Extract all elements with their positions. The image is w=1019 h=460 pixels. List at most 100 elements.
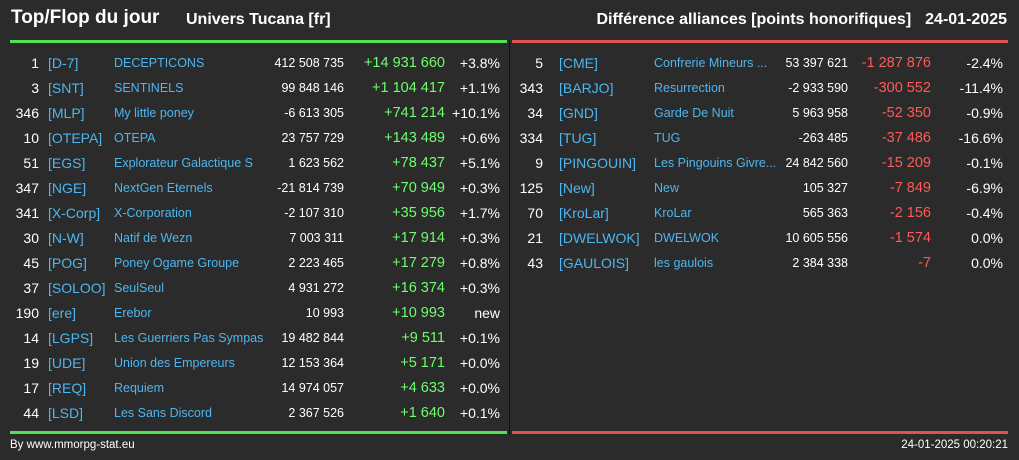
- alliance-name-link[interactable]: Natif de Wezn: [114, 231, 193, 245]
- alliance-name-link[interactable]: DECEPTICONS: [114, 56, 205, 70]
- alliance-row: 37 [SOLOO] SeulSeul 4 931 272 +16 374 +0.3%: [10, 276, 507, 301]
- alliance-name-link[interactable]: Explorateur Galactique S: [114, 156, 253, 170]
- universe-label: Univers Tucana [fr]: [186, 11, 331, 28]
- alliance-percent-change: +5.1%: [459, 155, 500, 171]
- header: Top/Flop du jour Univers Tucana [fr] Dif…: [0, 0, 1019, 40]
- site-credit-link[interactable]: By www.mmorpg-stat.eu: [10, 439, 135, 451]
- alliance-points-diff: +17 279: [392, 255, 445, 271]
- alliance-tag-link[interactable]: [BARJO]: [559, 80, 614, 96]
- alliance-name-link[interactable]: My little poney: [114, 106, 194, 120]
- alliance-percent-change: -0.1%: [966, 155, 1003, 171]
- alliance-name-link[interactable]: Les Pingouins Givre...: [654, 156, 777, 170]
- alliance-tag-link[interactable]: [New]: [559, 180, 595, 196]
- alliance-tag-link[interactable]: [REQ]: [48, 380, 87, 396]
- alliance-name-link[interactable]: Les Guerriers Pas Sympas: [114, 331, 264, 345]
- alliance-row: 19 [UDE] Union des Empereurs 12 153 364 +5 1…: [10, 351, 507, 376]
- alliance-points-diff: +78 437: [392, 155, 445, 171]
- alliance-row: 51 [EGS] Explorateur Galactique S 1 623 562…: [10, 151, 507, 176]
- alliance-tag-link[interactable]: [D-7]: [48, 55, 79, 71]
- alliance-row: 70 [KroLar] KroLar 565 363 -2 156 -0.4%: [512, 201, 1008, 226]
- alliance-rank: 51: [23, 155, 39, 171]
- alliance-row: 1 [D-7] DECEPTICONS 412 508 735 +14 931 660 +…: [10, 51, 507, 76]
- alliance-points-diff: +70 949: [392, 180, 445, 196]
- alliance-tag-link[interactable]: [SNT]: [48, 80, 84, 96]
- alliance-points: -2 107 310: [284, 206, 344, 220]
- alliance-tag-link[interactable]: [NGE]: [48, 180, 87, 196]
- alliance-rank: 346: [15, 105, 39, 121]
- alliance-tag-link[interactable]: [N-W]: [48, 230, 84, 246]
- alliance-tag-link[interactable]: [OTEPA]: [48, 130, 103, 146]
- alliance-percent-change: -0.4%: [966, 205, 1003, 221]
- alliance-name-link[interactable]: Erebor: [114, 306, 152, 320]
- alliance-name-link[interactable]: SENTINELS: [114, 81, 184, 95]
- alliance-name-link[interactable]: KroLar: [654, 206, 692, 220]
- alliance-tag-link[interactable]: [GND]: [559, 105, 598, 121]
- alliance-points: 19 482 844: [281, 331, 344, 345]
- alliance-name-link[interactable]: Garde De Nuit: [654, 106, 734, 120]
- alliance-name-link[interactable]: Poney Ogame Groupe: [114, 256, 240, 270]
- alliance-rank: 1: [31, 55, 39, 71]
- alliance-tag-link[interactable]: [LGPS]: [48, 330, 94, 346]
- alliance-tag-link[interactable]: [GAULOIS]: [559, 255, 630, 271]
- alliance-row: 347 [NGE] NextGen Eternels -21 814 739 +70 9…: [10, 176, 507, 201]
- alliance-points-diff: +10 993: [392, 305, 445, 321]
- alliance-row: 21 [DWELWOK] DWELWOK 10 605 556 -1 574 0.0%: [512, 226, 1008, 251]
- alliance-name-link[interactable]: DWELWOK: [654, 231, 720, 245]
- alliance-points-diff: +741 214: [384, 105, 445, 121]
- alliance-rank: 14: [23, 330, 39, 346]
- report-date: 24-01-2025: [925, 11, 1007, 28]
- alliance-points-diff: +17 914: [392, 230, 445, 246]
- alliance-name-link[interactable]: X-Corporation: [114, 206, 192, 220]
- alliance-tag-link[interactable]: [LSD]: [48, 405, 84, 421]
- alliance-row: 346 [MLP] My little poney -6 613 305 +741 21…: [10, 101, 507, 126]
- alliance-name-link[interactable]: New: [654, 181, 680, 195]
- alliance-points-diff: -1 574: [889, 230, 931, 246]
- alliance-points: -2 933 590: [788, 81, 848, 95]
- top-panel: 1 [D-7] DECEPTICONS 412 508 735 +14 931 660 +…: [10, 40, 507, 434]
- alliance-name-link[interactable]: Requiem: [114, 381, 165, 395]
- alliance-points-diff: +9 511: [401, 330, 445, 346]
- alliance-tag-link[interactable]: [POG]: [48, 255, 87, 271]
- alliance-tag-link[interactable]: [MLP]: [48, 105, 85, 121]
- alliance-name-link[interactable]: TUG: [654, 131, 681, 145]
- alliance-tag-link[interactable]: [EGS]: [48, 155, 86, 171]
- alliance-row: 44 [LSD] Les Sans Discord 2 367 526 +1 640 +0…: [10, 401, 507, 426]
- alliance-tag-link[interactable]: [CME]: [559, 55, 598, 71]
- alliance-name-link[interactable]: NextGen Eternels: [114, 181, 213, 195]
- alliance-tag-link[interactable]: [SOLOO]: [48, 280, 106, 296]
- alliance-tag-link[interactable]: [X-Corp]: [48, 205, 101, 221]
- alliance-percent-change: 0.0%: [971, 230, 1003, 246]
- alliance-points: 10 605 556: [785, 231, 848, 245]
- alliance-points: 23 757 729: [281, 131, 344, 145]
- alliance-points: -6 613 305: [284, 106, 344, 120]
- alliance-tag-link[interactable]: [PINGOUIN]: [559, 155, 637, 171]
- alliance-tag-link[interactable]: [TUG]: [559, 130, 597, 146]
- alliance-tag-link[interactable]: [UDE]: [48, 355, 86, 371]
- alliance-name-link[interactable]: OTEPA: [114, 131, 156, 145]
- alliance-tag-link[interactable]: [ere]: [48, 305, 77, 321]
- alliance-percent-change: -0.9%: [966, 105, 1003, 121]
- flop-list: 5 [CME] Confrerie Mineurs ... 53 397 621 -1 …: [512, 51, 1008, 276]
- alliance-tag-link[interactable]: [KroLar]: [559, 205, 609, 221]
- alliance-name-link[interactable]: les gaulois: [654, 256, 714, 270]
- alliance-points: -21 814 739: [277, 181, 344, 195]
- alliance-points-diff: +16 374: [392, 280, 445, 296]
- alliance-tag-link[interactable]: [DWELWOK]: [559, 230, 640, 246]
- alliance-points: 53 397 621: [785, 56, 848, 70]
- alliance-name-link[interactable]: Union des Empereurs: [114, 356, 235, 370]
- alliance-percent-change: +0.3%: [459, 230, 500, 246]
- alliance-rank: 37: [23, 280, 39, 296]
- alliance-row: 14 [LGPS] Les Guerriers Pas Sympas 19 482 8…: [10, 326, 507, 351]
- alliance-name-link[interactable]: Les Sans Discord: [114, 406, 212, 420]
- alliance-row: 343 [BARJO] Resurrection -2 933 590 -300 552…: [512, 76, 1008, 101]
- alliance-name-link[interactable]: SeulSeul: [114, 281, 165, 295]
- alliance-percent-change: -2.4%: [966, 55, 1003, 71]
- alliance-name-link[interactable]: Resurrection: [654, 81, 725, 95]
- alliance-points: 99 848 146: [281, 81, 344, 95]
- alliance-percent-change: -6.9%: [966, 180, 1003, 196]
- alliance-rank: 43: [527, 255, 543, 271]
- alliance-name-link[interactable]: Confrerie Mineurs ...: [654, 56, 768, 70]
- alliance-percent-change: +1.7%: [459, 205, 500, 221]
- alliance-row: 9 [PINGOUIN] Les Pingouins Givre... 24 842 …: [512, 151, 1008, 176]
- alliance-points-diff: -15 209: [881, 155, 931, 171]
